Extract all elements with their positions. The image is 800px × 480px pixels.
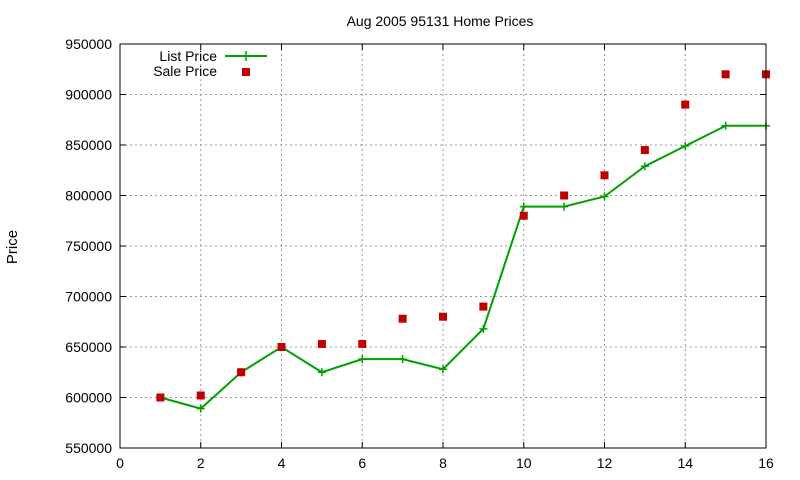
data-point-sale-price — [600, 171, 609, 180]
y-tick-label: 850000 — [65, 137, 112, 153]
data-point-list-price — [439, 365, 447, 374]
x-tick-label: 2 — [197, 455, 205, 471]
chart-title: Aug 2005 95131 Home Prices — [347, 13, 534, 29]
data-point-sale-price — [358, 339, 367, 348]
data-point-list-price — [519, 202, 528, 211]
grid-lines — [120, 44, 766, 448]
data-point-sale-price — [439, 312, 447, 321]
data-point-sale-price — [519, 211, 528, 220]
legend-marker-list-price — [241, 51, 251, 61]
y-tick-label: 900000 — [65, 87, 112, 103]
data-point-list-price — [317, 368, 326, 377]
y-tick-label: 800000 — [65, 188, 112, 204]
x-tick-label: 10 — [516, 455, 532, 471]
data-point-list-price — [640, 162, 649, 171]
series-sale-price — [156, 70, 770, 402]
data-point-list-price — [560, 202, 569, 211]
x-tick-label: 16 — [758, 455, 774, 471]
data-point-list-price — [600, 192, 609, 201]
data-point-sale-price — [398, 314, 407, 323]
plot-frame — [119, 43, 767, 449]
data-point-sale-price — [640, 146, 649, 155]
x-tick-label: 0 — [116, 455, 124, 471]
y-tick-label: 750000 — [65, 238, 112, 254]
data-point-sale-price — [721, 70, 730, 79]
y-tick-label: 700000 — [65, 289, 112, 305]
data-point-sale-price — [317, 339, 326, 348]
x-tick-label: 4 — [278, 455, 286, 471]
data-point-sale-price — [479, 302, 488, 311]
data-point-sale-price — [156, 393, 165, 402]
data-point-sale-price — [277, 343, 286, 351]
x-tick-label: 12 — [597, 455, 613, 471]
series-list-price — [156, 121, 770, 413]
data-point-list-price — [721, 121, 730, 130]
legend: List Price Sale Price — [153, 48, 267, 79]
legend-label-list-price: List Price — [159, 48, 217, 64]
y-tick-label: 950000 — [65, 36, 112, 52]
y-axis-label: Price — [4, 230, 21, 264]
data-point-list-price — [358, 355, 367, 364]
y-tick-label: 550000 — [65, 440, 112, 456]
x-tick-label: 14 — [677, 455, 693, 471]
data-point-list-price — [681, 142, 690, 151]
plot-series — [156, 70, 770, 413]
x-tick-label: 6 — [358, 455, 366, 471]
data-point-sale-price — [196, 391, 205, 400]
axis-ticks: 0 2 4 6 8 10 12 14 16 550000 600000 650000 700000 750… — [65, 36, 774, 471]
data-point-list-price — [398, 355, 407, 364]
data-point-sale-price — [560, 191, 569, 200]
legend-label-sale-price: Sale Price — [153, 63, 217, 79]
data-point-sale-price — [681, 100, 690, 109]
x-tick-label: 8 — [439, 455, 447, 471]
data-point-sale-price — [237, 368, 246, 377]
legend-marker-sale-price — [242, 68, 250, 76]
y-tick-label: 650000 — [65, 339, 112, 355]
data-point-list-price — [479, 324, 488, 333]
data-point-list-price — [196, 404, 205, 413]
series-line-list-price — [160, 124, 766, 410]
y-tick-label: 600000 — [65, 390, 112, 406]
